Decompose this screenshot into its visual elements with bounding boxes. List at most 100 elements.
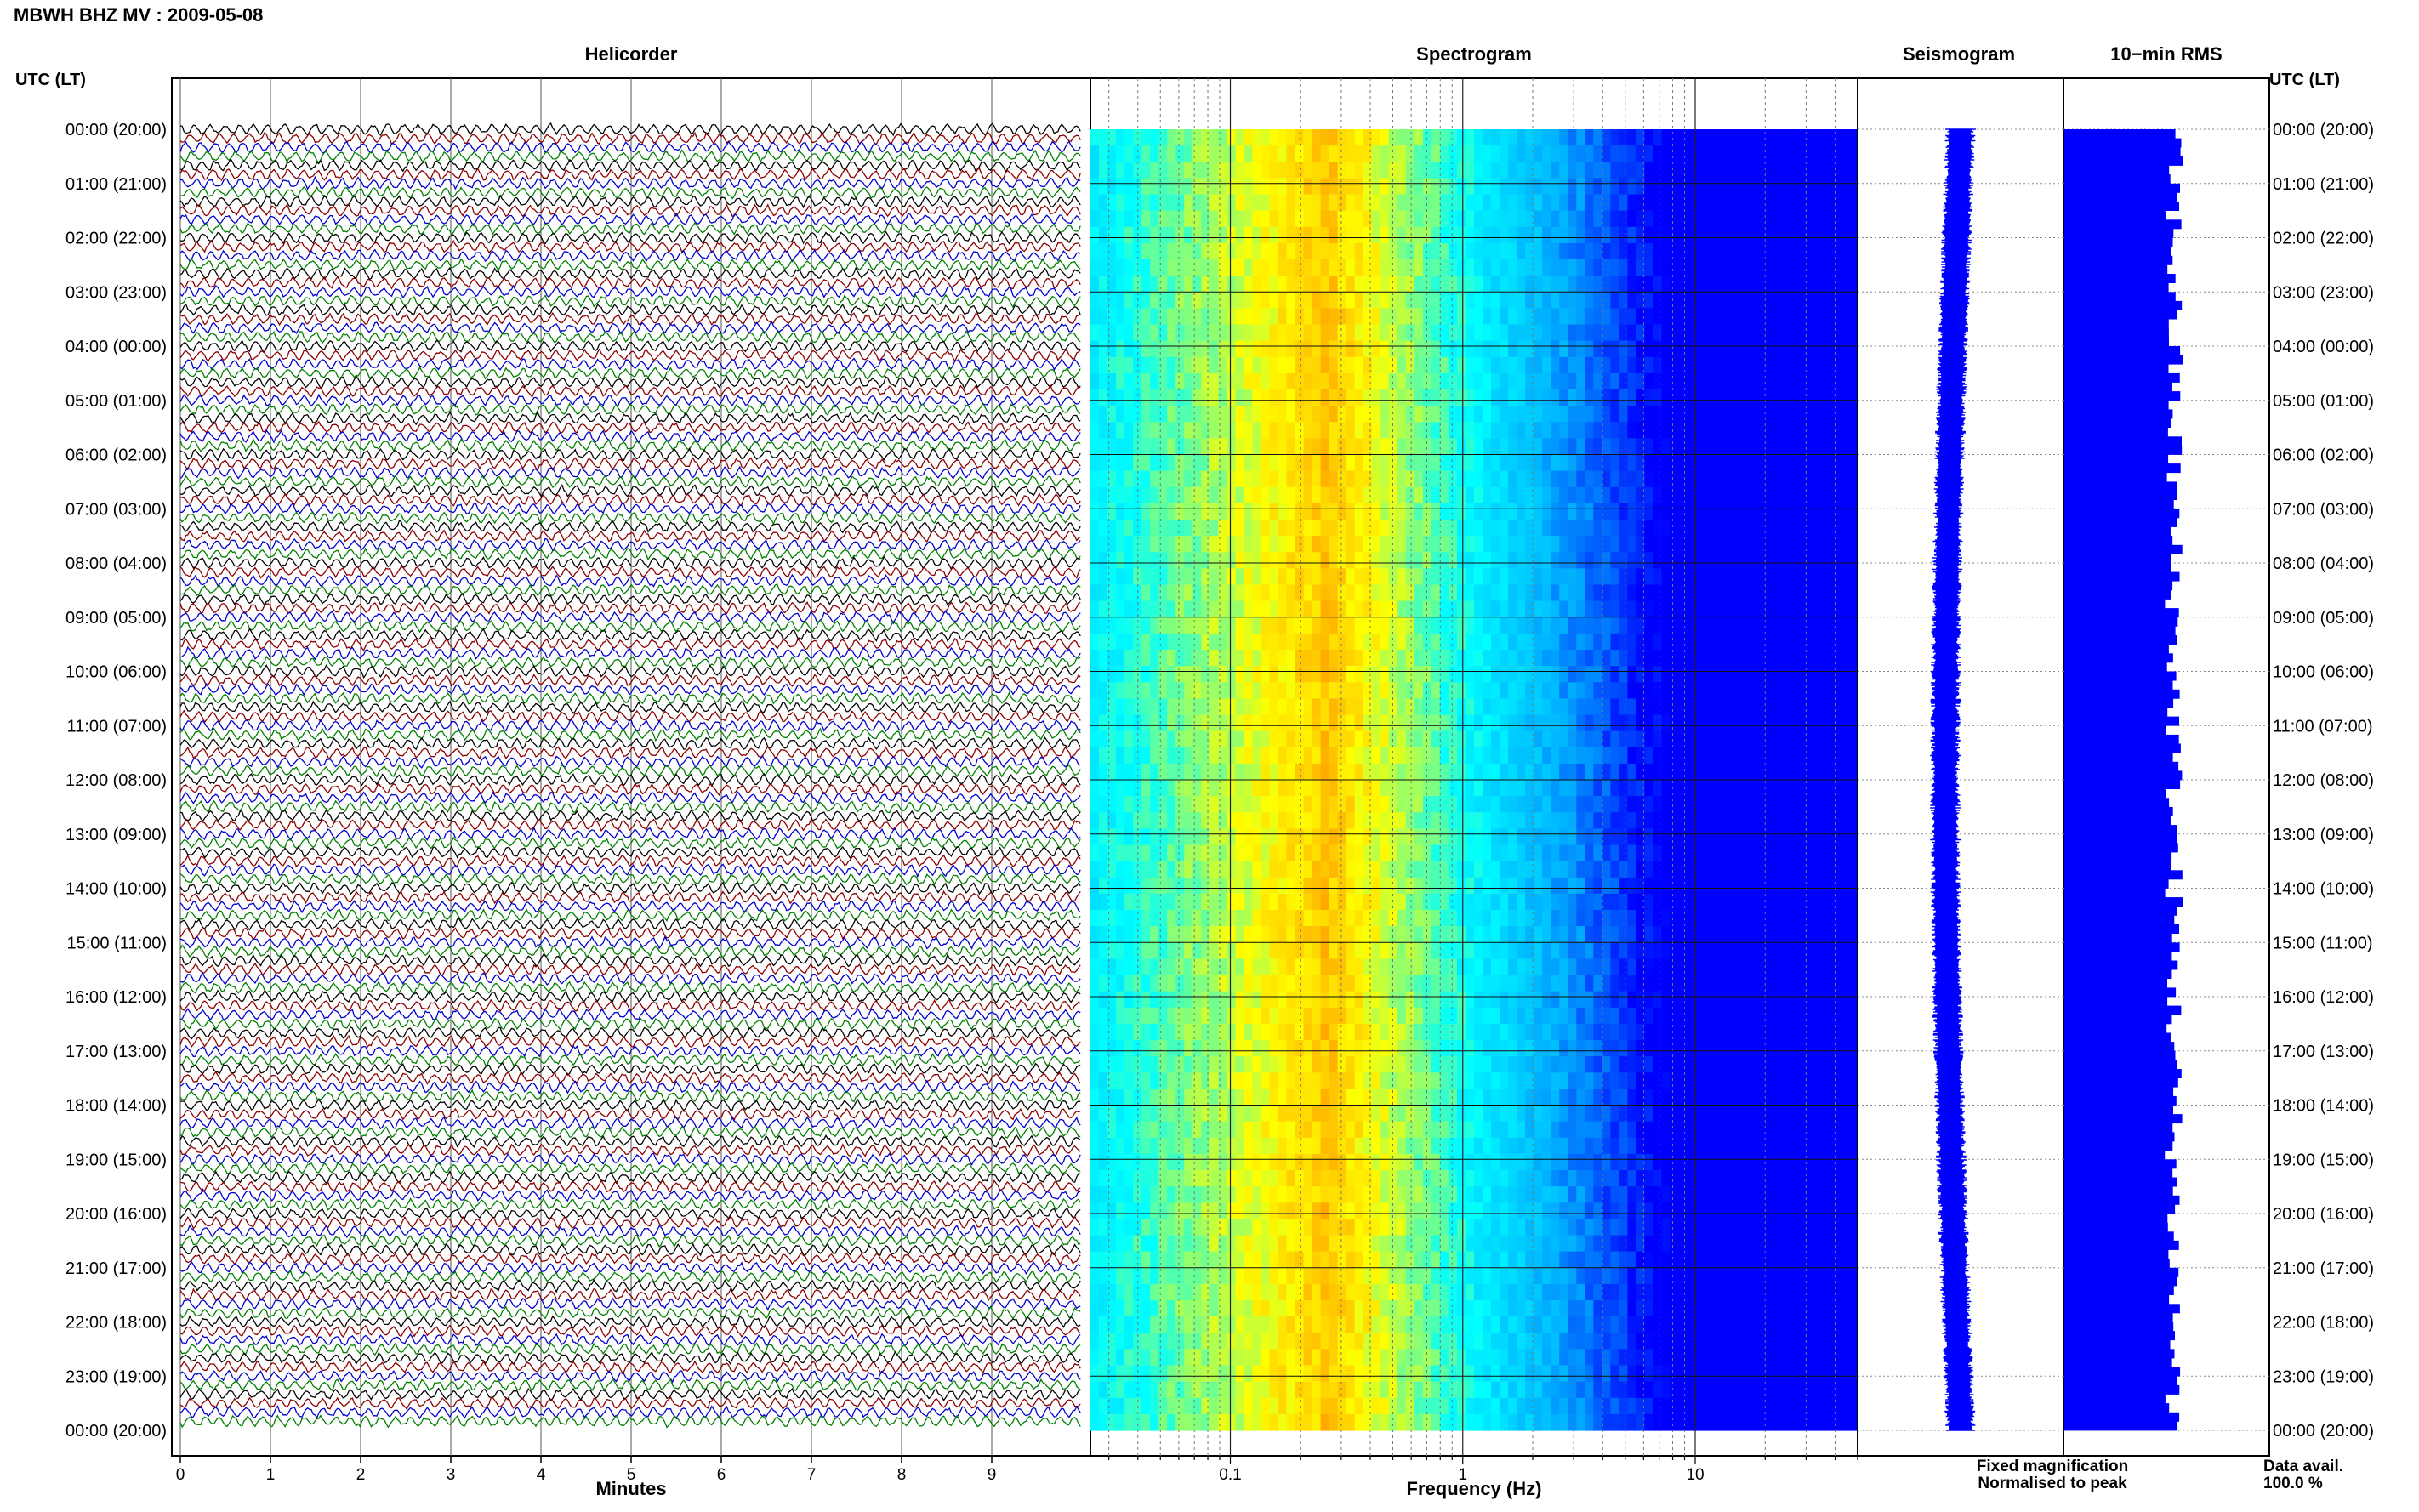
spectrogram-cell xyxy=(1653,844,1663,862)
spectrogram-cell xyxy=(1457,714,1466,732)
spectrogram-cell xyxy=(1841,714,1850,732)
spectrogram-cell xyxy=(1619,210,1628,228)
spectrogram-cell xyxy=(1397,812,1407,829)
spectrogram-cell xyxy=(1576,372,1585,390)
spectrogram-cell xyxy=(1141,372,1151,390)
spectrogram-cell xyxy=(1431,162,1441,179)
spectrogram-cell xyxy=(1619,259,1628,276)
spectrogram-cell xyxy=(1619,340,1628,358)
spectrogram-cell xyxy=(1175,812,1185,829)
spectrogram-cell xyxy=(1346,324,1356,342)
spectrogram-cell xyxy=(1653,536,1663,553)
spectrogram-cell xyxy=(1797,666,1807,683)
spectrogram-cell xyxy=(1346,438,1356,456)
spectrogram-cell xyxy=(1593,780,1602,797)
spectrogram-cell xyxy=(1746,730,1756,748)
spectrogram-cell xyxy=(1337,372,1347,390)
spectrogram-cell xyxy=(1278,276,1288,293)
spectrogram-cell xyxy=(1261,356,1270,374)
spectrogram-cell xyxy=(1414,470,1424,488)
spectrogram-cell xyxy=(1542,324,1551,342)
spectrogram-cell xyxy=(1312,520,1322,537)
spectrogram-cell xyxy=(1261,650,1270,667)
spectrogram-cell xyxy=(1525,780,1534,797)
spectrogram-cell xyxy=(1534,503,1543,520)
spectrogram-cell xyxy=(1201,194,1210,212)
spectrogram-cell xyxy=(1704,633,1714,651)
spectrogram-cell xyxy=(1627,812,1636,829)
helicorder-trace xyxy=(179,175,1081,190)
spectrogram-cell xyxy=(1286,503,1296,520)
spectrogram-cell xyxy=(1116,406,1125,423)
spectrogram-cell xyxy=(1312,324,1322,342)
helicorder-trace xyxy=(179,1116,1081,1130)
spectrogram-cell xyxy=(1814,226,1824,244)
spectrogram-cell xyxy=(1218,356,1227,374)
spectrogram-cell xyxy=(1841,877,1850,895)
spectrogram-cell xyxy=(1295,470,1305,488)
spectrogram-cell xyxy=(1568,942,1577,959)
spectrogram-cell xyxy=(1261,503,1270,520)
spectrogram-cell xyxy=(1797,861,1807,878)
spectrogram-cell xyxy=(1457,568,1466,586)
spectrogram-cell xyxy=(1363,324,1373,342)
spectrogram-cell xyxy=(1823,650,1833,667)
spectrogram-cell xyxy=(1721,389,1731,406)
spectrogram-cell xyxy=(1448,828,1458,846)
spectrogram-cell xyxy=(1150,454,1159,472)
spectrogram-cell xyxy=(1261,763,1270,781)
spectrogram-cell xyxy=(1363,698,1373,716)
spectrogram-cell xyxy=(1602,747,1611,765)
spectrogram-cell xyxy=(1295,828,1305,846)
spectrogram-cell xyxy=(1192,129,1202,146)
spectrogram-cell xyxy=(1107,926,1117,943)
spectrogram-cell xyxy=(1780,910,1790,927)
spectrogram-cell xyxy=(1337,584,1347,602)
spectrogram-cell xyxy=(1431,763,1441,781)
spectrogram-cell xyxy=(1388,650,1398,667)
spectrogram-cell xyxy=(1746,162,1756,179)
spectrogram-cell xyxy=(1483,292,1492,309)
spectrogram-cell xyxy=(1414,194,1424,212)
spectrogram-cell xyxy=(1559,682,1568,699)
spectrogram-cell xyxy=(1678,796,1688,813)
spectrogram-cell xyxy=(1167,372,1176,390)
spectrogram-cell xyxy=(1704,682,1714,699)
spectrogram-cell xyxy=(1670,633,1680,651)
spectrogram-cell xyxy=(1278,162,1288,179)
spectrogram-cell xyxy=(1687,372,1697,390)
spectrogram-cell xyxy=(1755,454,1765,472)
spectrogram-cell xyxy=(1542,438,1551,456)
spectrogram-cell xyxy=(1568,552,1577,569)
spectrogram-cell xyxy=(1559,520,1568,537)
spectrogram-cell xyxy=(1721,194,1731,212)
spectrogram-cell xyxy=(1636,600,1645,618)
spectrogram-cell xyxy=(1175,698,1185,716)
spectrogram-cell xyxy=(1670,503,1680,520)
spectrogram-cell xyxy=(1721,406,1731,423)
spectrogram-cell xyxy=(1789,942,1799,959)
spectrogram-cell xyxy=(1201,600,1210,618)
spectrogram-cell xyxy=(1414,650,1424,667)
helicorder-trace xyxy=(179,1360,1081,1374)
spectrogram-cell xyxy=(1568,178,1577,196)
spectrogram-cell xyxy=(1831,503,1841,520)
spectrogram-cell xyxy=(1380,600,1390,618)
spectrogram-cell xyxy=(1175,308,1185,326)
spectrogram-cell xyxy=(1576,910,1585,927)
spectrogram-cell xyxy=(1814,942,1824,959)
spectrogram-cell xyxy=(1585,650,1594,667)
spectrogram-cell xyxy=(1422,568,1432,586)
spectrogram-cell xyxy=(1286,812,1296,829)
spectrogram-cell xyxy=(1090,877,1100,895)
spectrogram-cell xyxy=(1218,926,1227,943)
spectrogram-cell xyxy=(1405,178,1415,196)
spectrogram-cell xyxy=(1439,145,1449,162)
time-label-right: 22:00 (18:00) xyxy=(2273,1314,2374,1333)
spectrogram-cell xyxy=(1746,210,1756,228)
spectrogram-cell xyxy=(1610,145,1619,162)
rms-title: 10−min RMS xyxy=(2110,43,2222,65)
spectrogram-cell xyxy=(1585,372,1594,390)
spectrogram-cell xyxy=(1806,276,1816,293)
